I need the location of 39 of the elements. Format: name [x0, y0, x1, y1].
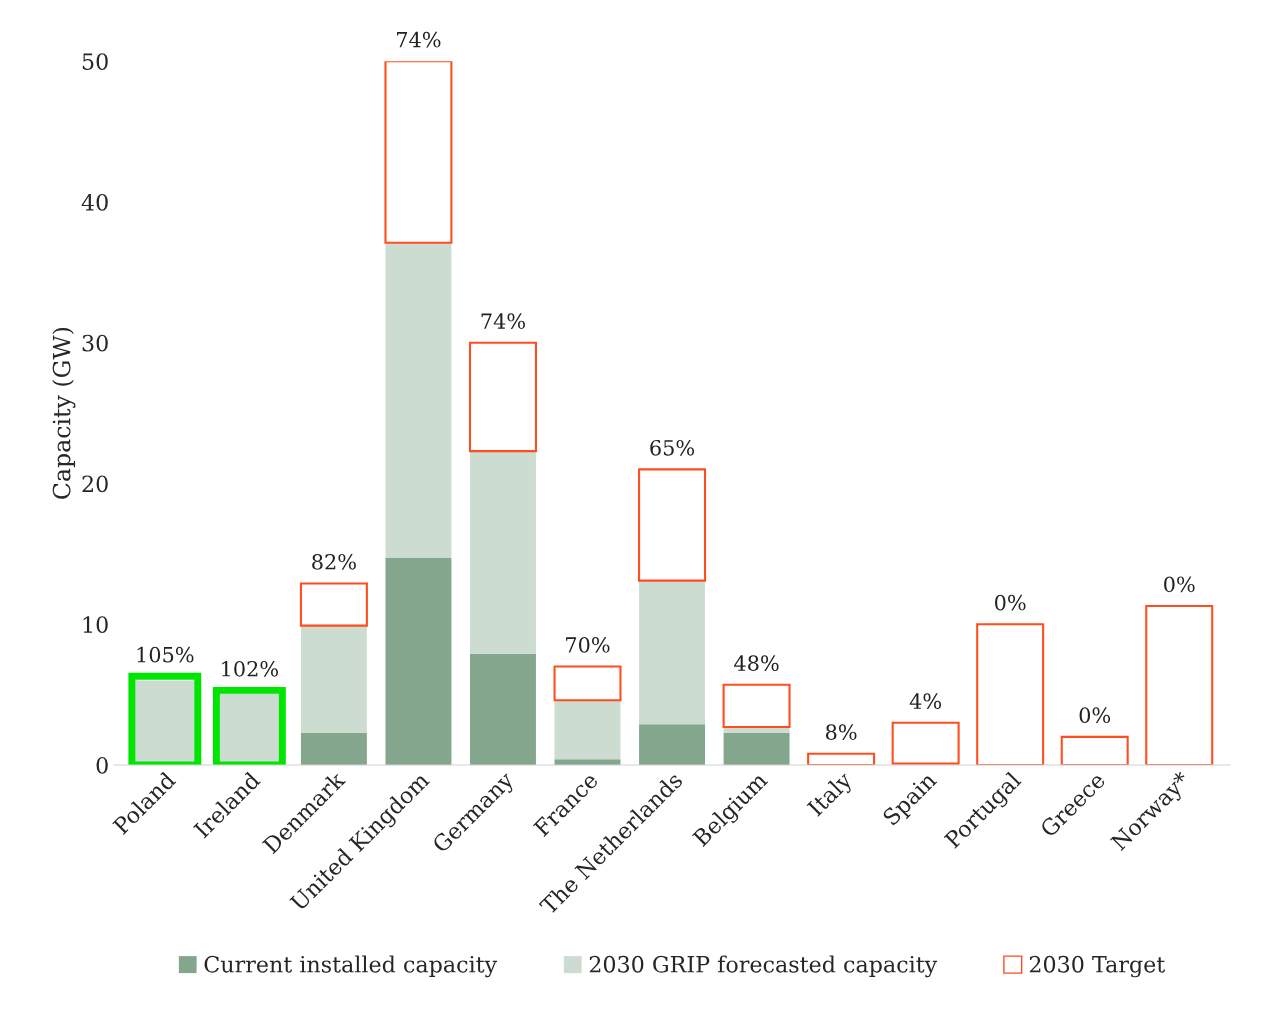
bar — [300, 732, 367, 765]
annotation: 105% — [137, 646, 194, 663]
y-tick-label: 20 — [82, 475, 108, 493]
y-tick-label: 0 — [96, 756, 108, 774]
bar — [639, 580, 706, 725]
y-tick-label: 50 — [82, 53, 108, 70]
annotation: 74% — [481, 313, 525, 329]
bar — [638, 468, 707, 582]
bar — [722, 683, 791, 729]
bar — [470, 451, 536, 654]
legend-label: 2030 GRIP forecasted capacity — [589, 955, 938, 978]
bar — [385, 558, 452, 765]
y-axis-title: Capacity (GW) — [52, 327, 76, 499]
annotation: 4% — [909, 693, 942, 710]
annotation: 65% — [650, 439, 695, 456]
annotation: 70% — [566, 636, 610, 653]
annotation: 74% — [397, 31, 441, 48]
bar — [470, 653, 536, 765]
annotation: 102% — [222, 660, 278, 677]
bar — [639, 724, 706, 765]
bar — [891, 721, 960, 765]
y-tick-label: 10 — [83, 616, 108, 633]
annotation: 0% — [1164, 576, 1195, 593]
bar — [299, 582, 368, 627]
bar — [300, 625, 367, 733]
bar — [468, 341, 537, 453]
annotation: 82% — [312, 553, 356, 570]
bar — [385, 242, 452, 559]
bar — [553, 665, 622, 702]
y-tick-label: 40 — [81, 193, 108, 211]
y-tick-label: 30 — [82, 334, 108, 352]
annotation: 48% — [734, 655, 779, 672]
bar — [554, 700, 621, 760]
annotation: 0% — [995, 594, 1026, 611]
bar — [723, 732, 790, 765]
annotation: 0% — [1079, 707, 1111, 724]
annotation: 8% — [825, 724, 857, 740]
legend-label: 2030 Target — [1029, 955, 1166, 978]
legend-label: Current installed capacity — [204, 955, 498, 978]
